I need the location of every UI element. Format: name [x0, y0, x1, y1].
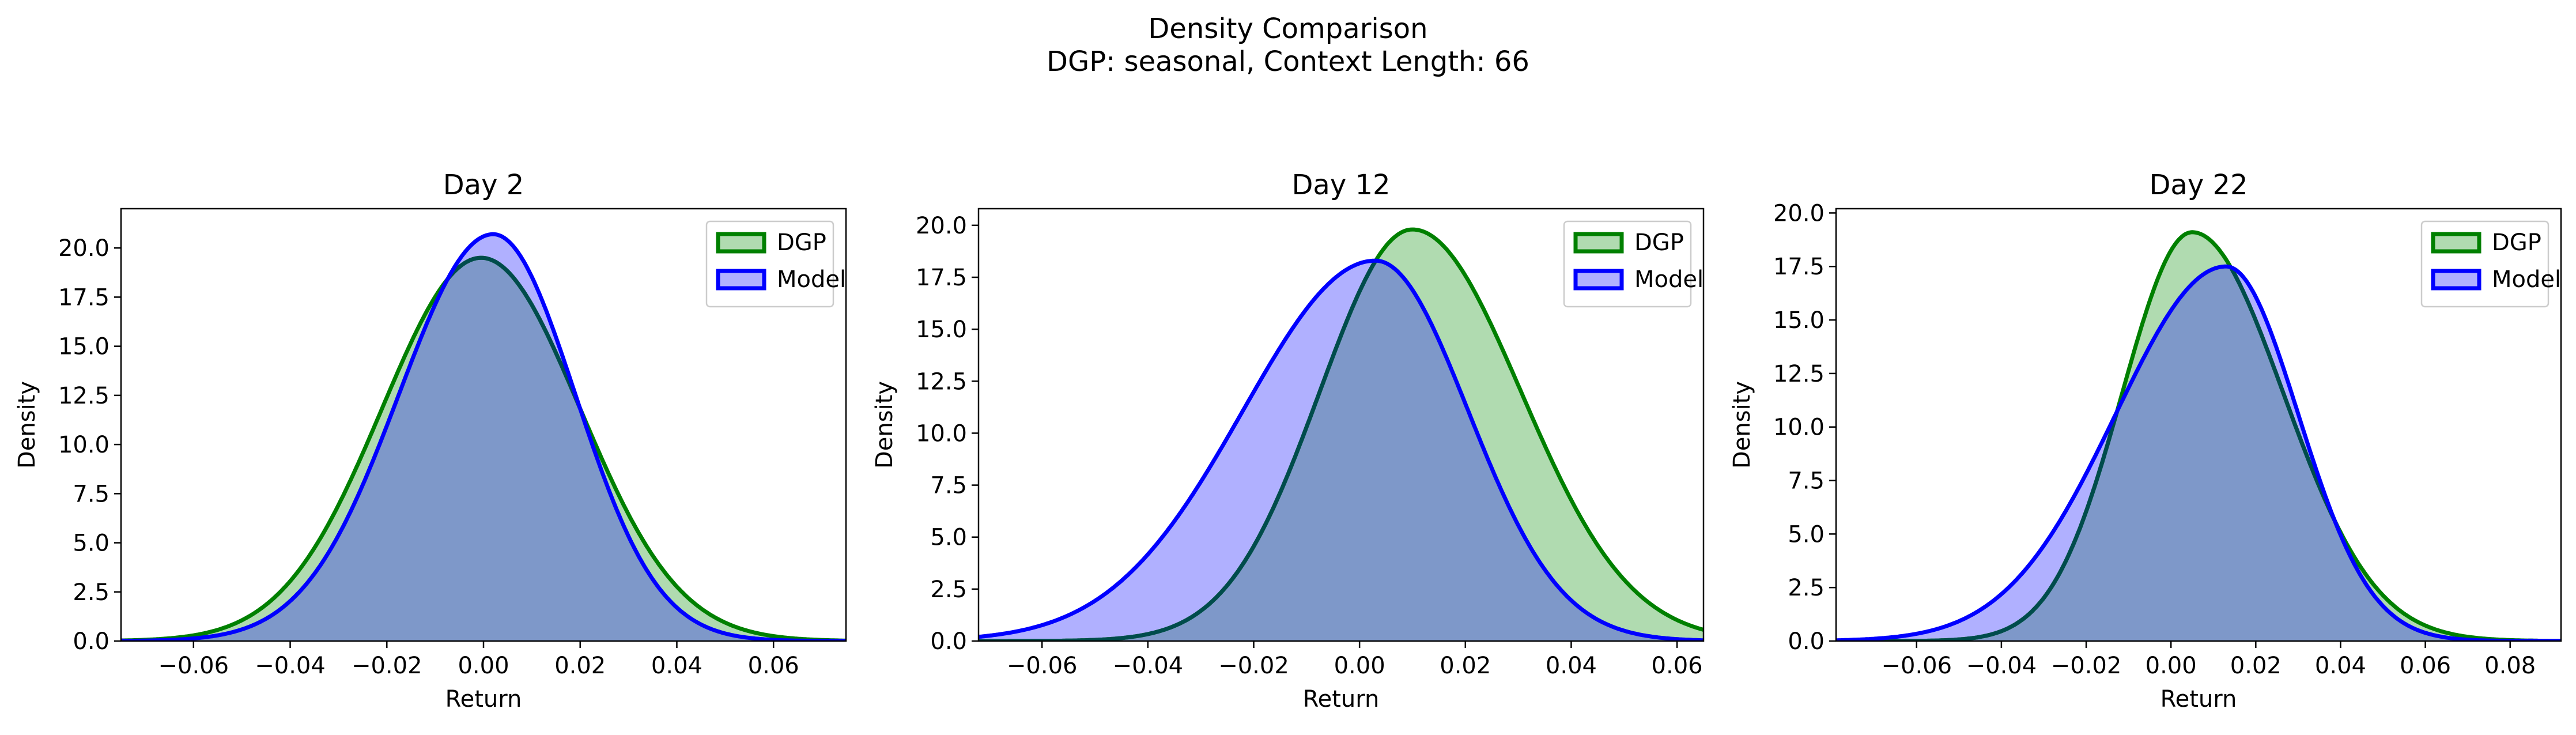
x-tick-label: −0.04: [255, 653, 326, 679]
legend-label: DGP: [2492, 229, 2541, 256]
y-tick-label: 0.0: [73, 628, 109, 655]
y-tick-label: 5.0: [1788, 521, 1825, 548]
x-tick-label: 0.06: [748, 653, 799, 679]
legend-swatch-dgp: [716, 232, 766, 254]
legend-label: Model: [1634, 266, 1704, 293]
legend-swatch-dgp: [2431, 232, 2481, 254]
y-tick-label: 12.5: [916, 368, 967, 395]
legend-swatch-model: [2431, 269, 2481, 291]
y-tick-label: 10.0: [1773, 414, 1825, 441]
y-tick-label: 10.0: [58, 432, 109, 458]
y-axis-label: Density: [14, 381, 40, 469]
figure-subtitle: DGP: seasonal, Context Length: 66: [1047, 46, 1529, 78]
y-tick-label: 12.5: [1773, 361, 1825, 387]
legend-label: Model: [2492, 266, 2561, 293]
model-density-line: [979, 258, 1704, 641]
model-density-line: [1836, 264, 2561, 641]
y-tick-label: 17.5: [916, 265, 967, 291]
legend-label: DGP: [1634, 229, 1684, 256]
x-axis-label: Return: [2160, 686, 2237, 713]
y-tick-label: 15.0: [1773, 307, 1825, 334]
y-tick-label: 20.0: [1773, 200, 1825, 227]
x-tick-label: 0.02: [554, 653, 606, 679]
legend-label: Model: [777, 266, 846, 293]
x-tick-label: −0.06: [1007, 653, 1078, 679]
plot-frame: [977, 208, 1705, 642]
legend: DGP Model: [705, 220, 846, 308]
legend-swatch-model: [716, 269, 766, 291]
y-tick-label: 12.5: [58, 383, 109, 409]
x-tick-label: 0.06: [1652, 653, 1703, 679]
y-tick-label: 15.0: [58, 334, 109, 360]
overlap-density-fill: [979, 261, 1704, 641]
x-tick-label: 0.02: [2230, 653, 2282, 679]
y-tick-label: 0.0: [1788, 628, 1825, 655]
legend: DGP Model: [1563, 220, 1704, 308]
x-axis-label: Return: [1303, 686, 1380, 713]
y-tick-label: 2.5: [930, 576, 967, 603]
x-tick-label: 0.00: [458, 653, 509, 679]
panel-title: Day 12: [1291, 169, 1390, 201]
y-tick-label: 17.5: [58, 284, 109, 311]
x-axis-label: Return: [445, 686, 522, 713]
x-tick-label: −0.02: [352, 653, 422, 679]
y-tick-label: 2.5: [73, 579, 109, 606]
x-tick-label: −0.04: [1966, 653, 2037, 679]
legend-swatch-model: [1573, 269, 1624, 291]
y-tick-label: 0.0: [930, 628, 967, 655]
model-density-line: [121, 232, 846, 641]
overlap-density-fill: [121, 258, 846, 641]
y-tick-label: 7.5: [1788, 468, 1825, 495]
overlap-density-fill: [1836, 266, 2561, 641]
x-tick-label: 0.04: [651, 653, 702, 679]
y-tick-label: 20.0: [916, 213, 967, 239]
x-tick-label: −0.02: [2051, 653, 2122, 679]
density-panel-1: −0.06 −0.04 −0.02 0.00 0.02 0.04 0.06 0.0 2.5 5.0…: [14, 169, 847, 713]
y-tick-label: 7.5: [73, 481, 109, 507]
x-tick-label: 0.08: [2484, 653, 2536, 679]
legend-swatch-dgp: [1573, 232, 1624, 254]
x-tick-label: −0.02: [1218, 653, 1289, 679]
figure-title: Density Comparison: [1148, 13, 1428, 45]
plot-frame: [1835, 208, 2562, 642]
y-tick-label: 20.0: [58, 235, 109, 262]
x-tick-label: 0.00: [2146, 653, 2197, 679]
panel-title: Day 2: [443, 169, 524, 201]
y-tick-label: 7.5: [930, 473, 967, 499]
y-tick-label: 5.0: [930, 525, 967, 551]
x-tick-label: 0.06: [2400, 653, 2451, 679]
x-tick-label: 0.04: [1546, 653, 1597, 679]
x-tick-label: 0.04: [2315, 653, 2366, 679]
x-tick-label: 0.00: [1334, 653, 1385, 679]
y-tick-label: 10.0: [916, 420, 967, 447]
x-tick-label: −0.06: [158, 653, 229, 679]
y-tick-label: 17.5: [1773, 254, 1825, 280]
y-tick-label: 15.0: [916, 316, 967, 343]
x-tick-label: −0.06: [1881, 653, 1952, 679]
y-axis-label: Density: [1729, 381, 1755, 469]
y-tick-label: 5.0: [73, 530, 109, 557]
x-tick-label: 0.02: [1440, 653, 1491, 679]
y-axis-label: Density: [871, 381, 898, 469]
x-tick-label: −0.04: [1113, 653, 1184, 679]
density-panel-3: −0.06 −0.04 −0.02 0.00 0.02 0.04 0.06 0.08 0.0 2.…: [1729, 169, 2562, 713]
y-tick-label: 2.5: [1788, 575, 1825, 601]
legend-label: DGP: [777, 229, 826, 256]
legend: DGP Model: [2420, 220, 2561, 308]
density-panel-2: −0.06 −0.04 −0.02 0.00 0.02 0.04 0.06 0.0 2.5 5.0…: [871, 169, 1705, 713]
panel-title: Day 22: [2149, 169, 2248, 201]
